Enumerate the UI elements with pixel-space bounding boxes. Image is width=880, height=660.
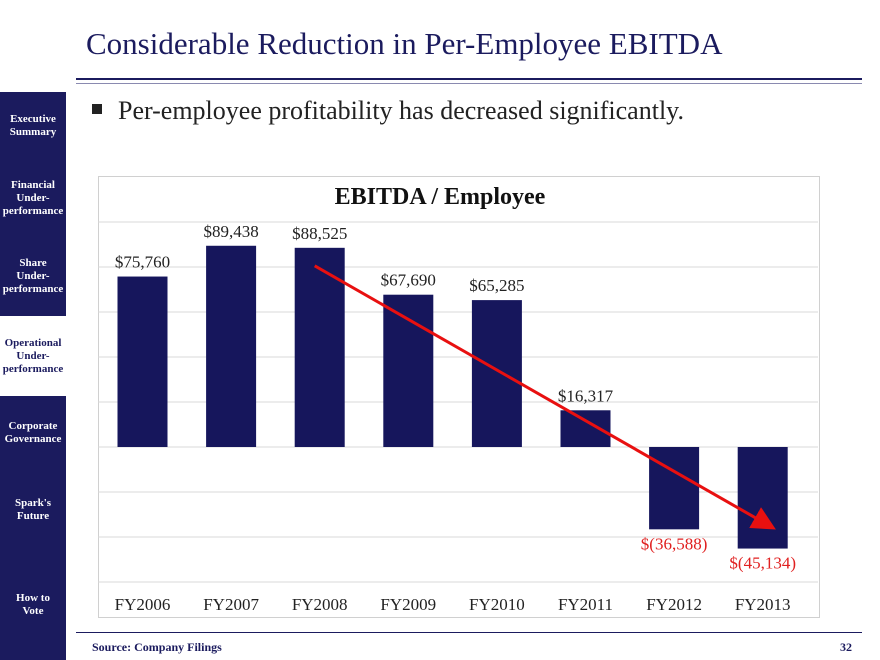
data-label-fy2007: $89,438 (203, 222, 258, 241)
x-tick-fy2012: FY2012 (646, 595, 702, 614)
chart-grid (98, 221, 818, 583)
bullet-point: Per-employee profitability has decreased… (92, 96, 684, 126)
bar-fy2012 (649, 447, 700, 530)
chart-title: EBITDA / Employee (334, 184, 546, 210)
sidebar-item-financial-underperformance[interactable]: Financial Under- performance (0, 160, 66, 236)
x-tick-fy2013: FY2013 (735, 595, 791, 614)
x-tick-fy2008: FY2008 (292, 595, 348, 614)
data-label-fy2009: $67,690 (381, 271, 436, 290)
x-tick-fy2010: FY2010 (469, 595, 525, 614)
chart-x-tick-labels: FY2006 FY2007 FY2008 FY2009 FY2010 FY2011 FY20… (115, 595, 791, 614)
x-tick-fy2011: FY2011 (558, 595, 613, 614)
x-tick-fy2006: FY2006 (115, 595, 171, 614)
bar-fy2011 (560, 410, 611, 447)
bar-fy2007 (206, 245, 257, 447)
chart-trend-arrow (313, 264, 776, 530)
page-title: Considerable Reduction in Per-Employee E… (86, 26, 723, 61)
trend-arrow (313, 264, 776, 530)
bar-fy2008 (294, 247, 345, 447)
sidebar-item-executive-summary[interactable]: Executive Summary (0, 92, 66, 160)
bullet-text: Per-employee profitability has decreased… (118, 96, 684, 125)
title-divider-thin (76, 83, 862, 84)
source-note: Source: Company Filings (92, 640, 222, 654)
sidebar-item-how-to-vote[interactable]: How to Vote (0, 550, 66, 660)
bar-fy2006 (117, 276, 168, 447)
x-tick-fy2009: FY2009 (380, 595, 436, 614)
sidebar-item-corporate-governance[interactable]: Corporate Governance (0, 396, 66, 470)
data-label-fy2006: $75,760 (115, 253, 170, 272)
sidebar-nav: Executive Summary Financial Under- perfo… (0, 0, 66, 660)
data-label-fy2011: $16,317 (558, 386, 614, 405)
sidebar-item-sparks-future[interactable]: Spark's Future (0, 470, 66, 550)
sidebar-item-share-underperformance[interactable]: Share Under- performance (0, 236, 66, 316)
chart-data-labels: $75,760 $89,438 $88,525 $67,690 $65,285 $16,3… (115, 222, 796, 573)
bar-fy2009 (383, 294, 434, 447)
data-label-fy2013: $(45,134) (729, 554, 796, 573)
bar-fy2010 (471, 300, 522, 447)
data-label-fy2010: $65,285 (469, 276, 524, 295)
data-label-fy2012: $(36,588) (641, 534, 708, 553)
data-label-fy2008: $88,525 (292, 224, 347, 243)
footer-divider (76, 632, 862, 633)
title-divider (76, 78, 862, 80)
x-tick-fy2007: FY2007 (203, 595, 259, 614)
chart-bars (117, 245, 788, 549)
bar-fy2013 (737, 447, 788, 549)
sidebar-item-operational-underperformance[interactable]: Operational Under- performance (0, 316, 66, 396)
bullet-square-icon (92, 104, 102, 115)
page-number: 32 (840, 640, 852, 654)
